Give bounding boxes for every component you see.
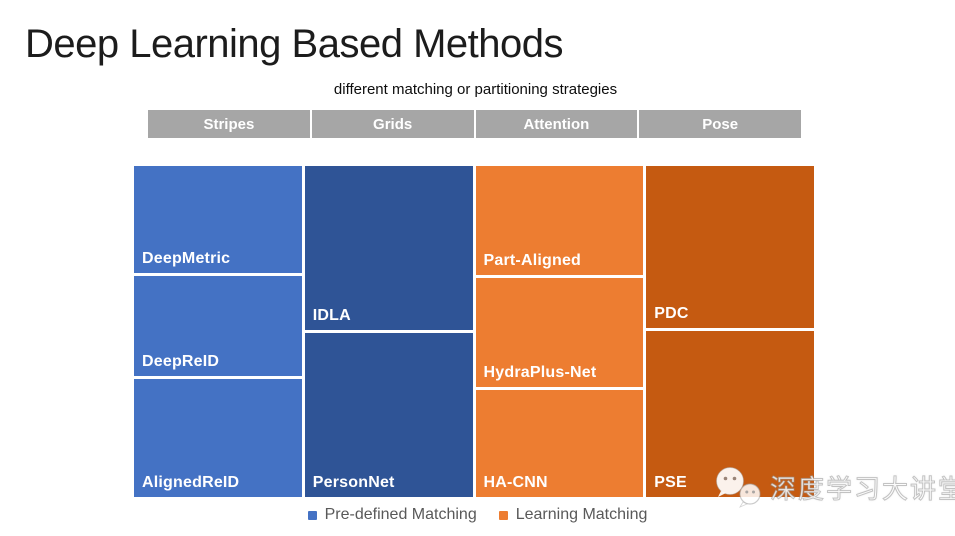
treemap-column-attention: Part-Aligned HydraPlus-Net HA-CNN: [475, 166, 644, 497]
legend: Pre-defined Matching Learning Matching: [0, 506, 955, 524]
strategy-header-grids: Grids: [311, 110, 474, 138]
treemap-cell-deepreid: DeepReID: [134, 276, 302, 376]
treemap-cell-alignedreid: AlignedReID: [134, 379, 302, 497]
legend-swatch-orange: [498, 510, 508, 520]
treemap-cell-part-aligned: Part-Aligned: [475, 166, 644, 275]
treemap-column-stripes: DeepMetric DeepReID AlignedReID: [134, 166, 302, 497]
watermark: 深度学习大讲堂: [712, 466, 955, 508]
strategy-header-stripes: Stripes: [148, 110, 310, 138]
cell-label: DeepMetric: [142, 250, 231, 267]
cell-label: HydraPlus-Net: [483, 364, 597, 381]
cell-label: PDC: [654, 305, 689, 322]
legend-swatch-blue: [307, 510, 317, 520]
treemap-cell-idla: IDLA: [304, 166, 473, 330]
cell-label: AlignedReID: [142, 474, 240, 491]
treemap-cell-pdc: PDC: [646, 166, 814, 328]
cell-label: Part-Aligned: [483, 252, 582, 269]
subtitle: different matching or partitioning strat…: [333, 81, 618, 98]
wechat-logo-icon: [716, 467, 761, 508]
treemap-column-grids: IDLA PersonNet: [304, 166, 473, 497]
treemap-cell-personnet: PersonNet: [304, 333, 473, 497]
watermark-text: 深度学习大讲堂: [769, 473, 955, 504]
page-title: Deep Learning Based Methods: [25, 22, 563, 66]
treemap-cell-deepmetric: DeepMetric: [134, 166, 302, 273]
treemap-cell-ha-cnn: HA-CNN: [475, 390, 644, 497]
legend-label: Pre-defined Matching: [324, 506, 477, 523]
cell-label: DeepReID: [142, 353, 220, 370]
strategy-header-row: Stripes Grids Attention Pose: [148, 110, 801, 138]
legend-item-predefined-matching: Pre-defined Matching: [307, 506, 477, 524]
strategy-header-pose: Pose: [639, 110, 801, 138]
legend-label: Learning Matching: [515, 506, 648, 523]
cell-label: IDLA: [312, 307, 351, 324]
treemap-column-pose: PDC PSE: [646, 166, 814, 497]
treemap: DeepMetric DeepReID AlignedReID IDLA Per…: [134, 166, 814, 497]
cell-label: PSE: [654, 474, 687, 491]
strategy-header-attention: Attention: [475, 110, 638, 138]
treemap-cell-hydraplus-net: HydraPlus-Net: [475, 278, 644, 387]
legend-item-learning-matching: Learning Matching: [498, 506, 648, 524]
cell-label: PersonNet: [312, 474, 395, 491]
cell-label: HA-CNN: [483, 474, 548, 491]
